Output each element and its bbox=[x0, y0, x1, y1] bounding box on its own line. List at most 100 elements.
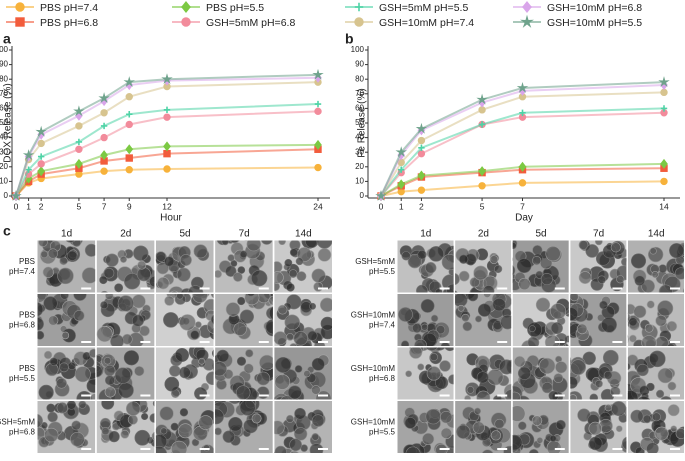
particle bbox=[289, 248, 298, 257]
tem-image bbox=[455, 401, 512, 453]
particle bbox=[233, 322, 247, 336]
particle bbox=[516, 258, 532, 273]
particle bbox=[215, 408, 224, 425]
particle bbox=[420, 299, 435, 313]
particle bbox=[103, 364, 116, 377]
marker bbox=[520, 14, 534, 28]
particle bbox=[137, 260, 147, 270]
y-tick-label: 10 bbox=[0, 177, 9, 186]
column-header: 7d bbox=[239, 229, 250, 240]
particle bbox=[215, 361, 227, 377]
particle bbox=[296, 271, 307, 282]
column-header: 1d bbox=[61, 229, 72, 240]
particle bbox=[401, 340, 410, 346]
particle bbox=[616, 275, 625, 284]
particle bbox=[639, 385, 650, 396]
particle bbox=[149, 413, 155, 423]
image-content bbox=[627, 347, 684, 400]
particle bbox=[421, 323, 429, 331]
tem-image bbox=[96, 401, 155, 453]
marker bbox=[314, 100, 322, 108]
particle bbox=[576, 323, 588, 335]
marker bbox=[126, 111, 133, 118]
particle bbox=[155, 251, 167, 262]
particle bbox=[317, 248, 332, 262]
particle bbox=[286, 283, 295, 292]
particle bbox=[462, 321, 473, 332]
tem-image bbox=[215, 401, 273, 453]
particle bbox=[245, 349, 254, 358]
particle bbox=[464, 395, 471, 400]
particle bbox=[96, 365, 103, 378]
particle bbox=[221, 240, 229, 246]
particle bbox=[78, 401, 87, 409]
particle bbox=[588, 421, 602, 436]
tem-image bbox=[96, 240, 155, 293]
particle bbox=[311, 268, 326, 283]
row-label: GSH=10mM bbox=[351, 310, 396, 319]
particle bbox=[284, 258, 293, 267]
particle bbox=[123, 350, 140, 366]
y-tick-label: 40 bbox=[355, 133, 364, 142]
particle bbox=[103, 267, 115, 279]
particle bbox=[655, 315, 667, 327]
marker bbox=[75, 145, 83, 153]
particle bbox=[458, 270, 470, 282]
particle bbox=[582, 351, 596, 365]
marker bbox=[163, 106, 171, 114]
marker bbox=[418, 144, 425, 152]
image-content bbox=[627, 240, 685, 293]
y-tick-label: 20 bbox=[355, 162, 364, 171]
particle bbox=[134, 429, 151, 446]
marker bbox=[375, 190, 387, 201]
image-content bbox=[455, 294, 512, 346]
image-content bbox=[570, 347, 627, 400]
particle bbox=[646, 300, 655, 309]
series-line bbox=[380, 107, 665, 197]
particle bbox=[190, 330, 200, 340]
particle bbox=[46, 403, 56, 413]
particle bbox=[417, 363, 425, 371]
row-label: PBS bbox=[19, 364, 35, 373]
particle bbox=[414, 339, 428, 346]
particle bbox=[446, 283, 454, 293]
tem-image bbox=[627, 294, 684, 346]
marker bbox=[397, 179, 406, 190]
particle bbox=[56, 402, 69, 414]
particle bbox=[295, 257, 304, 266]
image-content bbox=[455, 401, 512, 453]
y-tick-label: 50 bbox=[355, 118, 364, 127]
particle bbox=[528, 448, 539, 453]
column-header: 5d bbox=[179, 229, 190, 240]
marker bbox=[15, 17, 25, 27]
particle bbox=[237, 266, 246, 274]
particle bbox=[309, 302, 317, 310]
particle bbox=[627, 390, 639, 400]
row-label: GSH=5mM bbox=[355, 257, 395, 266]
image-content bbox=[274, 401, 332, 453]
legend-label: GSH=5mM pH=5.5 bbox=[379, 2, 468, 14]
particle bbox=[597, 275, 606, 284]
image-content bbox=[512, 401, 569, 453]
particle bbox=[169, 365, 181, 377]
particle bbox=[210, 314, 214, 325]
tem-image bbox=[397, 401, 454, 453]
particle bbox=[229, 240, 240, 243]
marker bbox=[312, 68, 324, 80]
particle bbox=[634, 275, 646, 286]
particle bbox=[570, 394, 578, 400]
particle bbox=[651, 412, 661, 422]
marker bbox=[25, 166, 32, 173]
particle bbox=[151, 431, 155, 441]
particle bbox=[274, 374, 291, 390]
particle bbox=[313, 281, 324, 292]
image-content bbox=[274, 347, 332, 400]
marker bbox=[75, 158, 83, 169]
particle bbox=[404, 417, 417, 429]
x-tick-label: 0 bbox=[379, 201, 384, 211]
particle bbox=[644, 323, 654, 333]
particle bbox=[546, 440, 562, 453]
tem-image bbox=[274, 240, 332, 293]
particle bbox=[615, 425, 623, 433]
x-tick-label: 1 bbox=[26, 201, 31, 211]
